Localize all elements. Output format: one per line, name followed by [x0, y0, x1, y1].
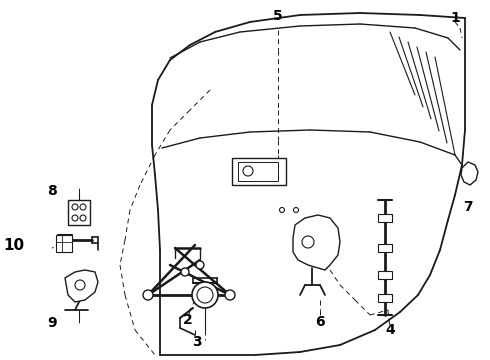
- Polygon shape: [232, 158, 286, 185]
- Text: 2: 2: [183, 313, 193, 327]
- Polygon shape: [461, 162, 478, 185]
- Text: 7: 7: [463, 200, 473, 214]
- Circle shape: [72, 215, 78, 221]
- Circle shape: [225, 290, 235, 300]
- Circle shape: [192, 282, 218, 308]
- Text: 1: 1: [450, 11, 460, 25]
- Circle shape: [72, 204, 78, 210]
- Circle shape: [181, 268, 189, 276]
- Text: 8: 8: [47, 184, 57, 198]
- Circle shape: [302, 236, 314, 248]
- Text: 10: 10: [3, 238, 24, 252]
- Circle shape: [80, 215, 86, 221]
- Text: 5: 5: [273, 9, 283, 23]
- Polygon shape: [65, 270, 98, 302]
- Polygon shape: [238, 162, 278, 181]
- Circle shape: [196, 261, 204, 269]
- Circle shape: [294, 207, 298, 212]
- Circle shape: [75, 280, 85, 290]
- Circle shape: [80, 204, 86, 210]
- Polygon shape: [68, 200, 90, 225]
- Polygon shape: [378, 271, 392, 279]
- Polygon shape: [293, 215, 340, 270]
- Polygon shape: [378, 214, 392, 222]
- Circle shape: [279, 207, 285, 212]
- Polygon shape: [378, 294, 392, 302]
- Circle shape: [197, 287, 213, 303]
- Text: 3: 3: [192, 335, 202, 349]
- Text: 6: 6: [315, 315, 325, 329]
- Circle shape: [143, 290, 153, 300]
- Circle shape: [243, 166, 253, 176]
- Polygon shape: [56, 235, 72, 252]
- Polygon shape: [378, 244, 392, 252]
- Text: 4: 4: [385, 323, 395, 337]
- Text: 9: 9: [47, 316, 57, 330]
